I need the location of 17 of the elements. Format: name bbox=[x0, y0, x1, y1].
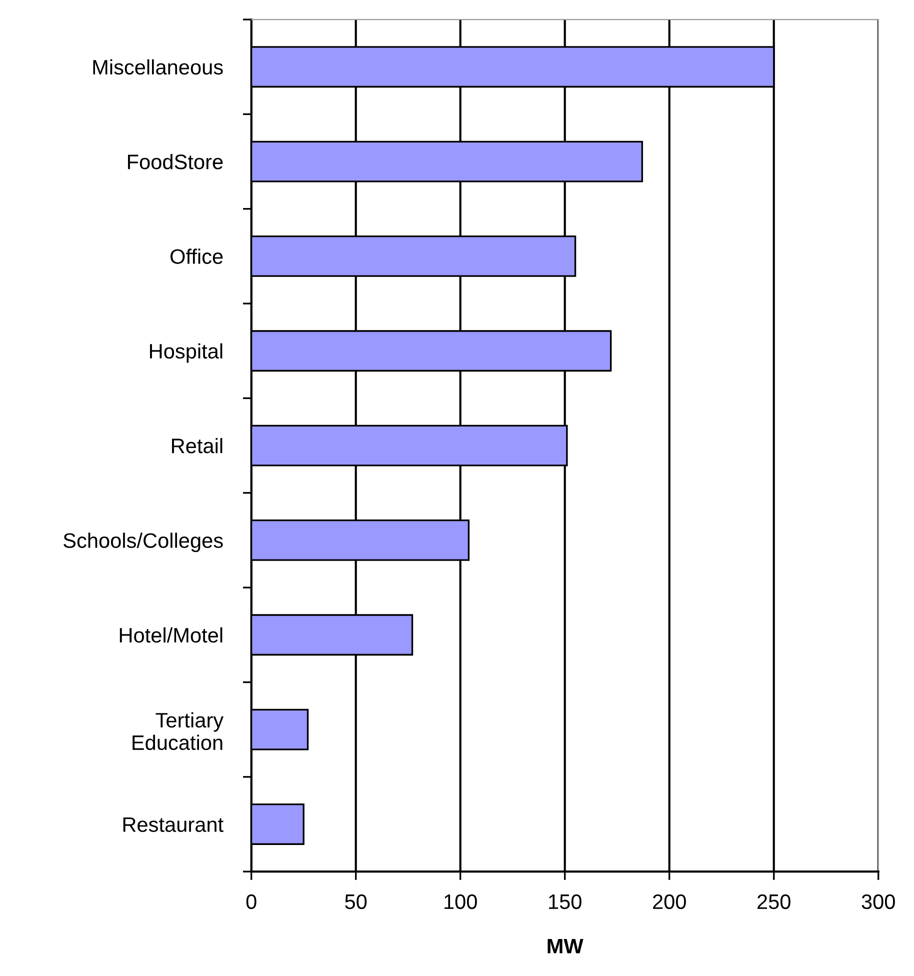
x-tick-label: 50 bbox=[345, 894, 367, 910]
x-tick-label: 150 bbox=[549, 894, 582, 910]
x-tick-label: 300 bbox=[862, 894, 895, 910]
y-tick-label: Retail bbox=[172, 438, 222, 454]
y-tick-label: Schools/Colleges bbox=[64, 532, 223, 552]
x-tick-label: 100 bbox=[444, 894, 477, 910]
y-tick-label: FoodStore bbox=[128, 154, 223, 170]
y-tick-label: Hospital bbox=[150, 343, 222, 363]
x-axis-title: MW bbox=[548, 938, 584, 954]
y-tick-label: Restaurant bbox=[123, 817, 224, 832]
x-tick-label: 200 bbox=[653, 894, 686, 910]
y-tick-label: Office bbox=[170, 248, 223, 264]
y-tick-label: Miscellaneous bbox=[93, 59, 223, 75]
x-tick-label: 0 bbox=[246, 894, 256, 910]
y-tick-label: Hotel/Motel bbox=[120, 627, 222, 643]
y-tick-label: Tertiary Education bbox=[132, 712, 224, 750]
x-tick-label: 250 bbox=[758, 894, 790, 910]
